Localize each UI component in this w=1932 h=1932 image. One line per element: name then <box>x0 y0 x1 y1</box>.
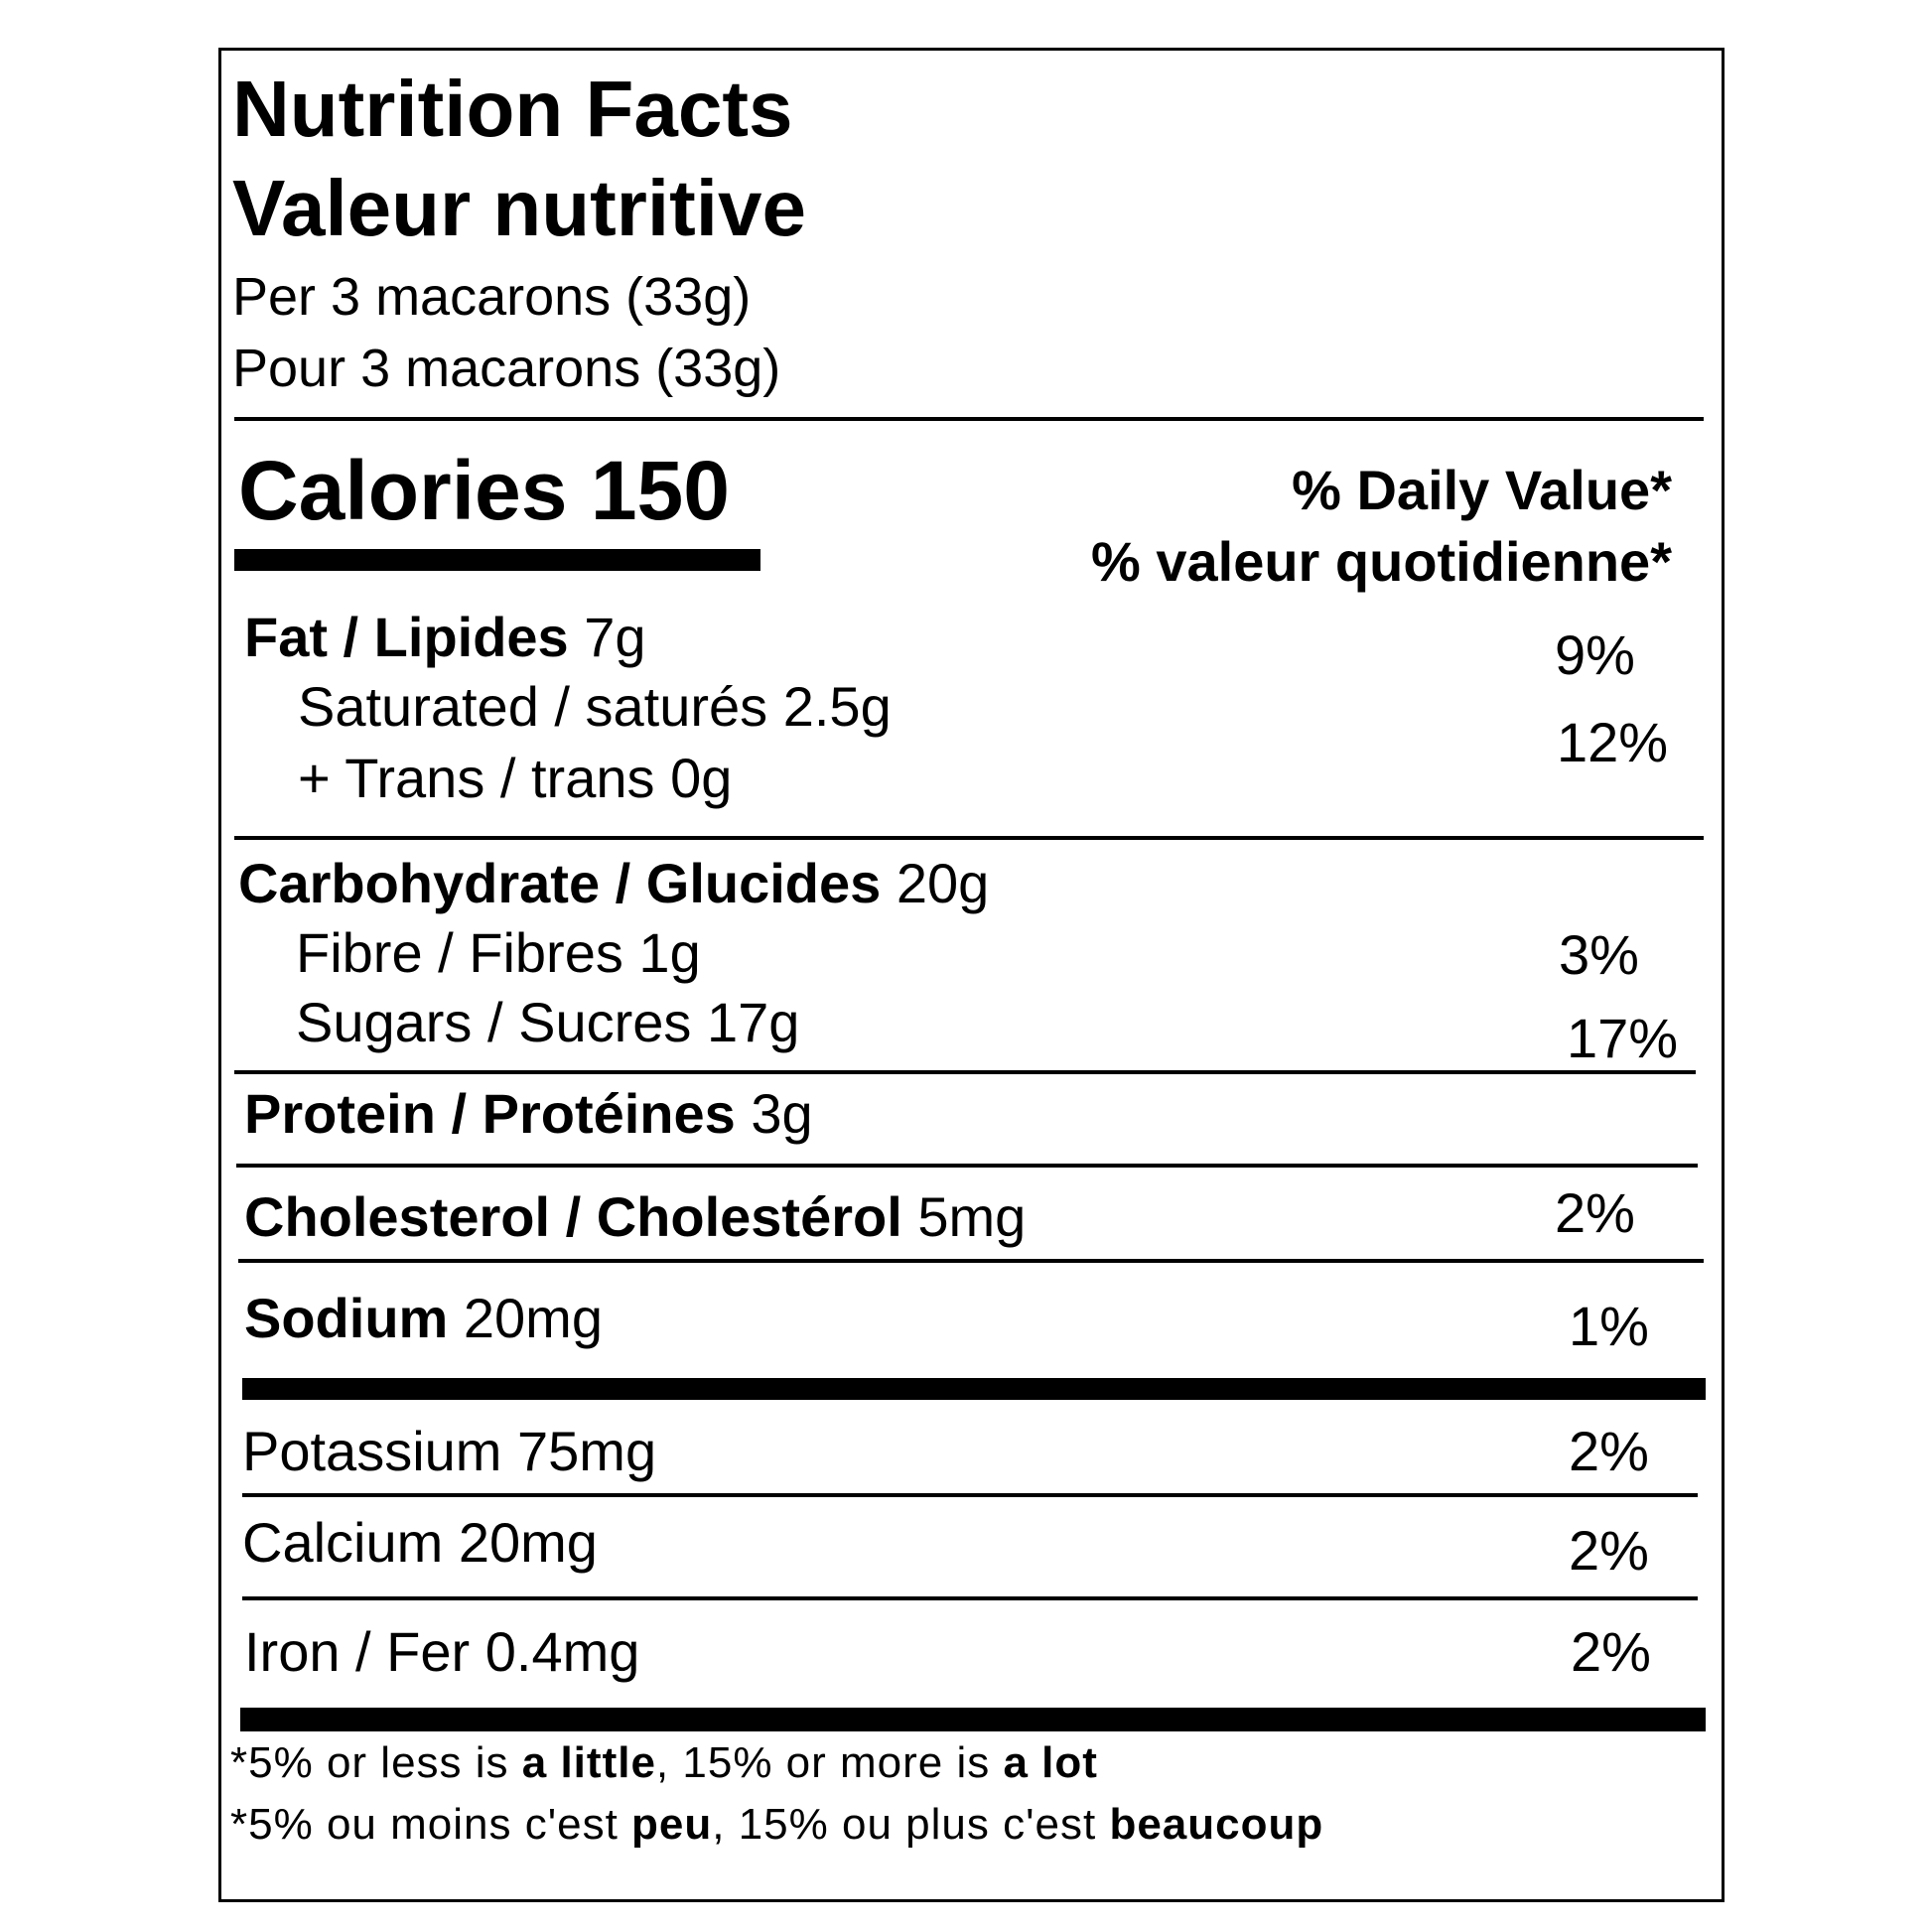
potassium-dv: 2% <box>1569 1420 1649 1482</box>
nutrition-facts-label <box>218 48 1725 1902</box>
potassium-amount: 75mg <box>517 1420 657 1482</box>
serving-size-en: Per 3 macarons (33g) <box>232 267 752 327</box>
calories-line: Calories 150 <box>238 449 730 532</box>
cholesterol-divider <box>238 1259 1704 1263</box>
calcium-divider <box>242 1596 1698 1600</box>
saturated-label: Saturated / saturés <box>298 675 768 738</box>
title-fr: Valeur nutritive <box>232 164 806 252</box>
iron-row: Iron / Fer 0.4mg <box>244 1624 639 1680</box>
fibre-row: Fibre / Fibres 1g <box>296 925 701 981</box>
calcium-row: Calcium 20mg <box>242 1515 598 1571</box>
footnote-fr: *5% ou moins c'est peu, 15% ou plus c'es… <box>230 1800 1324 1849</box>
sodium-row: Sodium 20mg <box>244 1291 603 1346</box>
carbohydrate-amount: 20g <box>896 852 990 914</box>
iron-dv: 2% <box>1571 1620 1651 1683</box>
sugars-dv: 17% <box>1567 1007 1679 1069</box>
fibre-dv: 3% <box>1559 923 1639 986</box>
sodium-dv: 1% <box>1569 1295 1649 1357</box>
calcium-amount: 20mg <box>458 1511 598 1574</box>
sodium-label: Sodium <box>244 1287 449 1349</box>
fat-row: Fat / Lipides 7g <box>244 610 646 665</box>
carbohydrate-label: Carbohydrate / Glucides <box>238 852 882 914</box>
trans-row: + Trans / trans 0g <box>298 751 732 806</box>
iron-label: Iron / Fer <box>244 1620 471 1683</box>
thick-divider-bottom <box>240 1708 1706 1731</box>
potassium-row: Potassium 75mg <box>242 1424 656 1479</box>
sugars-label: Sugars / Sucres <box>296 991 692 1053</box>
footnote-a-lot: a lot <box>1003 1738 1098 1787</box>
protein-divider <box>236 1164 1698 1168</box>
footnote-en: *5% or less is a little, 15% or more is … <box>230 1738 1098 1787</box>
fat-divider <box>234 836 1704 840</box>
potassium-divider <box>242 1493 1698 1497</box>
sodium-amount: 20mg <box>463 1287 603 1349</box>
header-divider <box>234 417 1704 421</box>
daily-value-heading-fr: % valeur quotidienne* <box>1091 530 1672 593</box>
fat-dv: 9% <box>1555 623 1635 686</box>
fat-label: Fat / Lipides <box>244 606 569 668</box>
sugars-amount: 17g <box>706 991 800 1053</box>
calcium-dv: 2% <box>1569 1519 1649 1582</box>
protein-amount: 3g <box>751 1082 813 1145</box>
saturated-trans-dv: 12% <box>1557 711 1669 773</box>
calcium-label: Calcium <box>242 1511 444 1574</box>
title-en: Nutrition Facts <box>232 65 793 153</box>
fibre-label: Fibre / Fibres <box>296 921 623 984</box>
potassium-label: Potassium <box>242 1420 502 1482</box>
footnote-a-little: a little <box>521 1738 656 1787</box>
footnote-peu: peu <box>631 1800 713 1849</box>
calories-value: 150 <box>590 444 730 537</box>
fibre-amount: 1g <box>638 921 701 984</box>
trans-amount: 0g <box>670 747 733 809</box>
trans-label: + Trans / trans <box>298 747 655 809</box>
iron-amount: 0.4mg <box>484 1620 640 1683</box>
cholesterol-row: Cholesterol / Cholestérol 5mg <box>244 1189 1026 1245</box>
carbohydrate-divider <box>234 1070 1696 1074</box>
protein-label: Protein / Protéines <box>244 1082 736 1145</box>
fat-amount: 7g <box>584 606 646 668</box>
cholesterol-dv: 2% <box>1555 1181 1635 1244</box>
saturated-row: Saturated / saturés 2.5g <box>298 679 892 735</box>
thick-divider-top <box>242 1378 1706 1400</box>
cholesterol-amount: 5mg <box>917 1185 1027 1248</box>
calories-bar <box>234 549 760 571</box>
footnote-beaucoup: beaucoup <box>1109 1800 1324 1849</box>
sugars-row: Sugars / Sucres 17g <box>296 995 799 1050</box>
carbohydrate-row: Carbohydrate / Glucides 20g <box>238 856 989 911</box>
protein-row: Protein / Protéines 3g <box>244 1086 813 1142</box>
daily-value-heading-en: % Daily Value* <box>1292 459 1672 521</box>
cholesterol-label: Cholesterol / Cholestérol <box>244 1185 902 1248</box>
saturated-amount: 2.5g <box>782 675 892 738</box>
serving-size-fr: Pour 3 macarons (33g) <box>232 339 781 398</box>
calories-label: Calories <box>238 444 568 537</box>
